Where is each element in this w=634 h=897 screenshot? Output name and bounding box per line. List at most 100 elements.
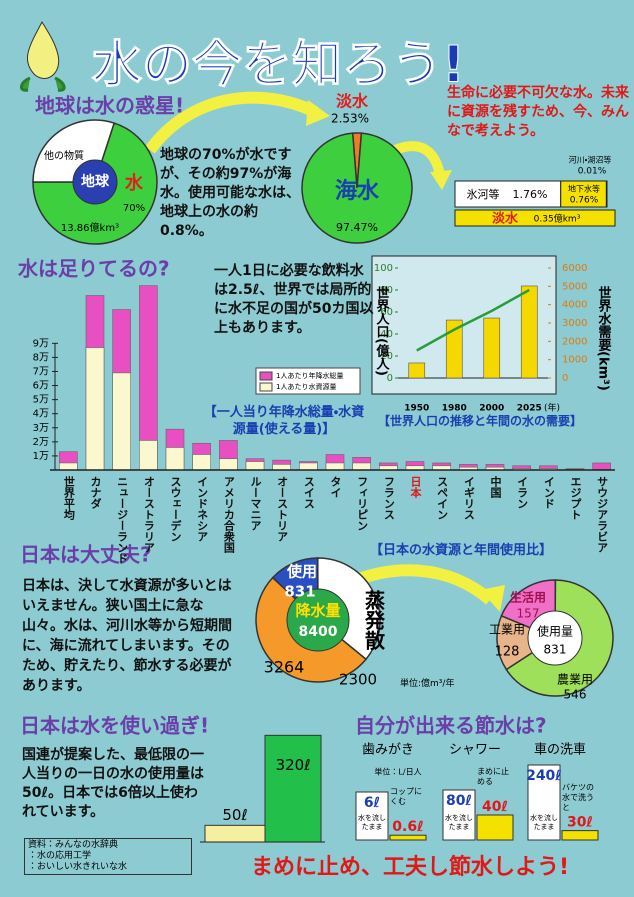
value-label: 80ℓ: [446, 793, 472, 809]
pie-label: 13.86億km³: [61, 221, 119, 234]
value-label: 50ℓ: [222, 806, 247, 824]
x-unit: (年): [544, 402, 560, 414]
waste-note: 水を流したまま: [445, 814, 473, 831]
x-tick-label: スペイン: [436, 476, 449, 520]
waste-bar: [355, 791, 389, 841]
earth-text: 地球の70%が水ですが、その約97%が海水。使用可能な水は、地球上の水の約0.8…: [160, 147, 300, 239]
x-tick-label: フランス: [382, 476, 395, 520]
waste-note: 水を流したまま: [358, 814, 386, 831]
source-line: ：水の応用工学: [28, 851, 92, 861]
y2-tick-label: 2000: [562, 336, 587, 347]
japan-text: 日本は、決して水資源が多いとはいえません。狭い国土に急な山々。水は、河川水等から…: [22, 578, 232, 694]
mascot-leaves: [20, 76, 66, 92]
x-tick-label: ルーマニア: [249, 476, 262, 531]
legend-label: 1人あたり水資源量: [276, 382, 336, 391]
pie-center: [72, 159, 118, 205]
pie-label: 831: [284, 583, 315, 601]
mascot: [26, 20, 60, 79]
note: まめに止める: [477, 767, 509, 786]
bar: [139, 440, 158, 471]
saving-bar: [561, 830, 599, 841]
legend-swatch: [259, 382, 273, 392]
x-tick-label: オーストリア: [276, 476, 289, 542]
x-tick-label: 1950: [404, 404, 429, 414]
y2-tick-label: 6000: [562, 263, 587, 274]
x-tick-label: イギリス: [462, 476, 475, 520]
segment-label: 0.01%: [578, 167, 607, 177]
x-tick-label: サウジアラビア: [596, 476, 609, 553]
x-tick-label: 2000: [479, 404, 504, 414]
y-tick-label: 6万: [33, 381, 49, 392]
y-axis-label: 世界人口(億人): [374, 285, 391, 375]
y-tick-label: 4万: [33, 409, 49, 420]
pie-label: 生活用: [510, 590, 546, 605]
y2-tick-label: 3000: [562, 318, 587, 329]
bar: [592, 462, 611, 471]
arrow-head: [480, 585, 505, 612]
y2-tick-label: 5000: [562, 281, 587, 292]
bar: [85, 347, 105, 471]
bar: [165, 447, 185, 471]
caption: 【日本の水資源と年間使用比】: [370, 543, 553, 558]
bar: [299, 462, 318, 471]
caption: 【世界人口の推移と年間の水の需要】: [378, 414, 583, 428]
pie-center: [286, 588, 350, 652]
value-label: 6ℓ: [364, 795, 380, 811]
arrow-head: [306, 100, 330, 126]
unit-label: 単位：L/日人: [374, 767, 421, 777]
bar: [264, 734, 322, 843]
need-text: 一人1日に必要な飲料水は2.5ℓ、世界では局所的に水不足の国が50カ国以上もあり…: [214, 263, 374, 336]
pie-label: 97.47%: [336, 221, 378, 234]
x-tick-label: カナダ: [89, 476, 102, 509]
pie-label: 2.53%: [331, 112, 369, 126]
y-tick-label: 5万: [33, 395, 49, 406]
x-tick-label: 世界平均: [62, 475, 75, 521]
poster-title: 水の今を知ろう!: [91, 36, 465, 94]
pie-label: 3264: [264, 658, 305, 677]
bar: [483, 317, 501, 379]
life-text: 生命に必要不可欠な水。未来に資源を残すため、今、みんなで考えよう。: [447, 85, 629, 139]
source-line: ：おいしい水きれいな水: [28, 862, 128, 872]
y2-tick-label: 4000: [562, 300, 587, 311]
arrow: [393, 141, 445, 177]
pie-slice: [496, 614, 557, 671]
bar: [192, 454, 211, 471]
value-label: 30ℓ: [567, 815, 593, 831]
x-tick-label: スウェーデン: [169, 476, 182, 542]
pie-label: 蒸発散: [362, 589, 386, 651]
x-tick-label: フィリピン: [356, 476, 369, 531]
y-tick-label: 2万: [33, 437, 49, 448]
segment-label: 氷河等: [467, 187, 500, 201]
x-tick-label: ニュージーランド: [116, 476, 129, 564]
pie-slice: [317, 557, 381, 661]
x-tick-label: エジプト: [569, 476, 582, 520]
pie-label: 使用量: [537, 624, 573, 639]
x-tick-label: アメリカ合衆国: [222, 476, 236, 554]
pie-label: 水: [124, 172, 144, 194]
y-tick-label: 40: [380, 329, 393, 340]
slogan: まめに止め、工夫し節水しよう!: [251, 854, 569, 880]
value-label: 0.6ℓ: [392, 819, 423, 835]
saving-bar: [476, 814, 514, 841]
bar: [59, 462, 78, 471]
pie-label: 使用: [286, 563, 317, 581]
x-tick-label: 1980: [442, 404, 467, 414]
pie-center: [527, 610, 583, 666]
bar: [245, 461, 265, 471]
pie-label: 128: [495, 645, 520, 660]
total-strip: [454, 209, 616, 227]
bar: [445, 319, 463, 379]
category-label: シャワー: [449, 743, 501, 758]
section-heading: 日本は大丈夫?: [20, 543, 152, 567]
segment-label: 河川・湖沼等: [569, 155, 612, 165]
total-label: 淡水: [492, 211, 519, 227]
y-tick-label: 100: [374, 263, 393, 274]
y-tick-label: 7万: [33, 366, 49, 377]
y-tick-label: 1万: [33, 451, 49, 462]
caption: 【一人当り年降水総量・水資源量(使える量)】: [203, 405, 365, 437]
x-tick-label: インドネシア: [196, 476, 209, 542]
pie-label: 2300: [339, 671, 377, 689]
source-box: 資料：みんなの水辞典 ：水の応用工学 ：おいしい水きれいな水: [24, 838, 192, 875]
section-heading: 自分が出来る節水は?: [355, 714, 547, 738]
